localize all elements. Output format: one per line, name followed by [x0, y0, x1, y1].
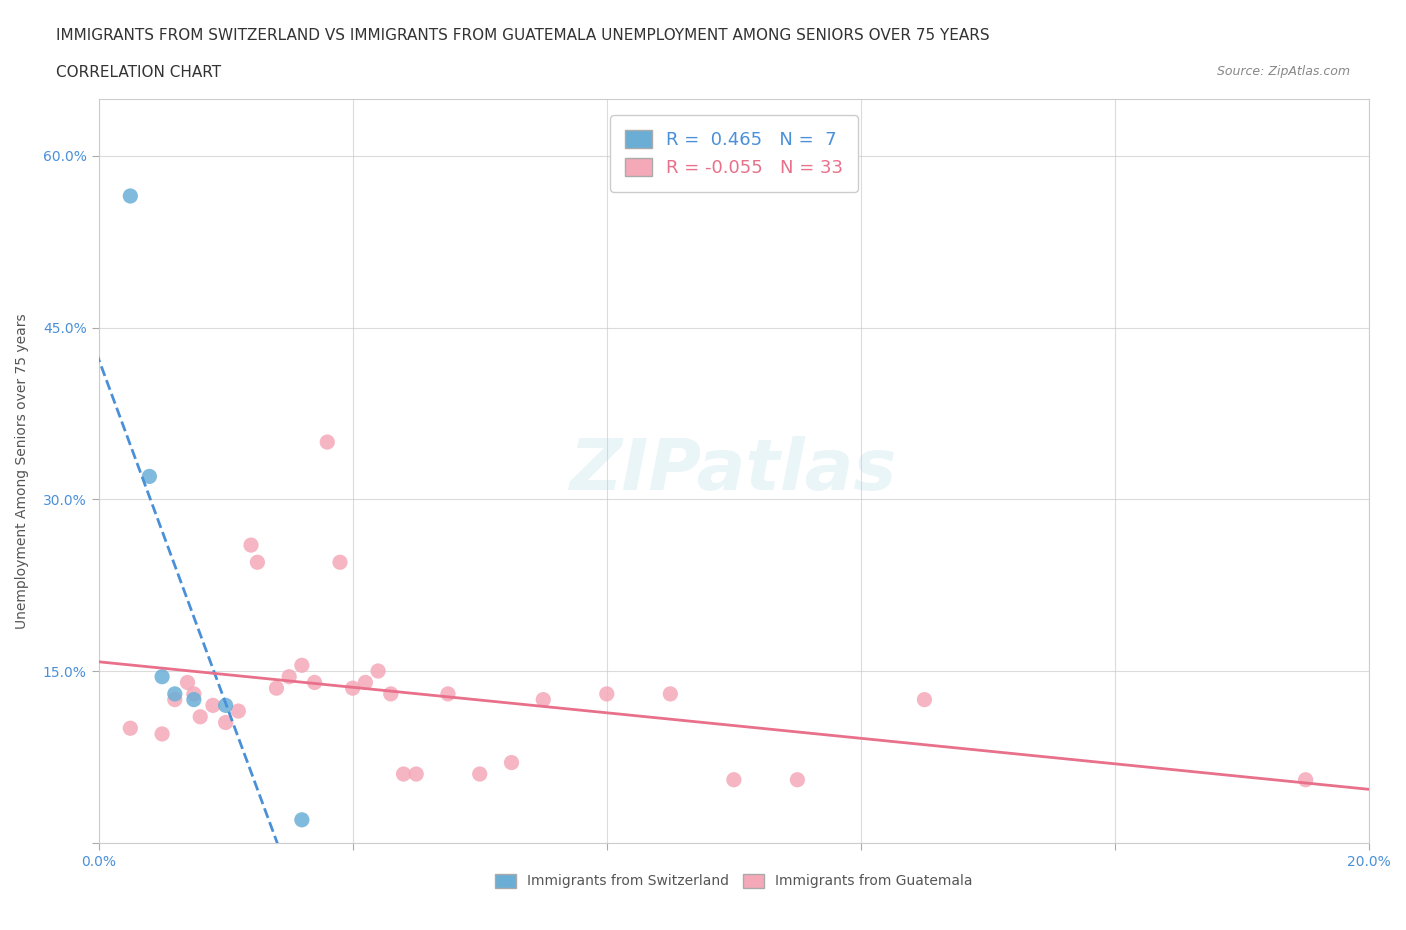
- Point: [380, 686, 402, 701]
- Point: [120, 721, 142, 736]
- Point: [246, 555, 269, 570]
- Point: [596, 686, 619, 701]
- Text: Source: ZipAtlas.com: Source: ZipAtlas.com: [1216, 65, 1350, 78]
- Text: IMMIGRANTS FROM SWITZERLAND VS IMMIGRANTS FROM GUATEMALA UNEMPLOYMENT AMONG SENI: IMMIGRANTS FROM SWITZERLAND VS IMMIGRANT…: [56, 28, 990, 43]
- Point: [786, 772, 808, 787]
- Text: CORRELATION CHART: CORRELATION CHART: [56, 65, 221, 80]
- Point: [291, 658, 314, 672]
- Point: [163, 692, 186, 707]
- Point: [659, 686, 682, 701]
- Point: [138, 469, 160, 484]
- Point: [531, 692, 554, 707]
- Text: ZIPatlas: ZIPatlas: [571, 436, 897, 505]
- Point: [183, 686, 205, 701]
- Y-axis label: Unemployment Among Seniors over 75 years: Unemployment Among Seniors over 75 years: [15, 312, 30, 629]
- Point: [468, 766, 491, 781]
- Point: [437, 686, 460, 701]
- Point: [723, 772, 745, 787]
- Point: [304, 675, 326, 690]
- Legend: R =  0.465   N =  7, R = -0.055   N = 33: R = 0.465 N = 7, R = -0.055 N = 33: [610, 115, 858, 192]
- Point: [176, 675, 198, 690]
- Point: [228, 704, 250, 719]
- Point: [291, 813, 314, 828]
- Point: [240, 538, 263, 552]
- Point: [405, 766, 427, 781]
- Point: [342, 681, 364, 696]
- Point: [214, 715, 236, 730]
- Point: [329, 555, 352, 570]
- Point: [214, 698, 236, 712]
- Point: [367, 664, 389, 679]
- Point: [120, 189, 142, 204]
- Point: [163, 686, 186, 701]
- Point: [392, 766, 415, 781]
- Point: [912, 692, 935, 707]
- Point: [278, 670, 301, 684]
- Point: [316, 434, 339, 449]
- Point: [354, 675, 377, 690]
- Point: [266, 681, 288, 696]
- Point: [188, 710, 211, 724]
- Point: [150, 670, 173, 684]
- Point: [501, 755, 523, 770]
- Point: [201, 698, 224, 712]
- Point: [1295, 772, 1317, 787]
- Point: [150, 726, 173, 741]
- Point: [183, 692, 205, 707]
